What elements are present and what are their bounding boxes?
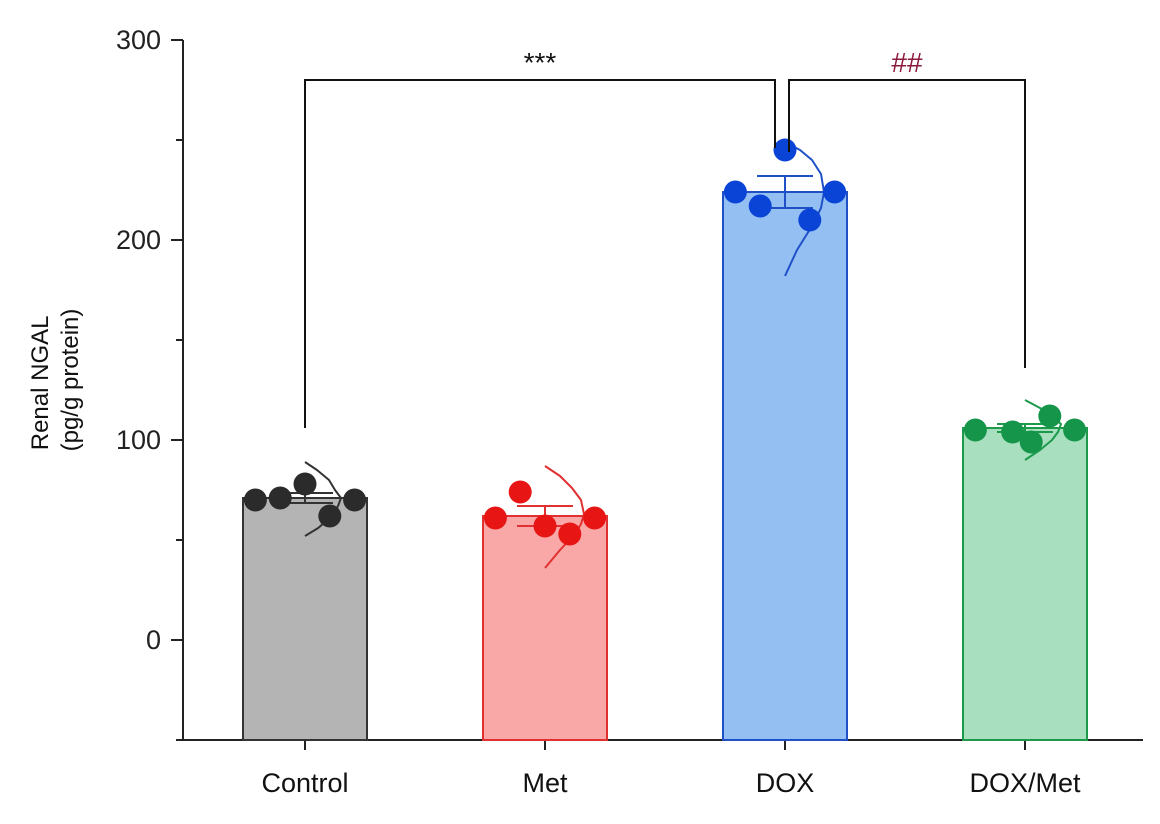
data-point (508, 480, 532, 504)
data-point (723, 180, 747, 204)
x-tick-label: Control (261, 768, 348, 798)
y-tick-label: 0 (146, 625, 161, 655)
data-point (798, 208, 822, 232)
data-point (1019, 430, 1043, 454)
data-point (748, 194, 772, 218)
axes: 0 100 200 300 Control Met DOX DOX/Met (116, 25, 1143, 798)
data-point (268, 486, 292, 510)
y-axis-label-line1: Renal NGAL (27, 316, 54, 450)
data-points (243, 138, 1087, 546)
data-point (963, 418, 987, 442)
data-point (483, 506, 507, 530)
data-point (293, 472, 317, 496)
y-axis-label-line2: (pg/g protein) (57, 309, 84, 452)
data-point (533, 514, 557, 538)
bars (242, 191, 1088, 741)
bar-dox (722, 191, 848, 741)
y-tick-label: 200 (116, 225, 161, 255)
bar-dox-met (962, 427, 1088, 741)
data-point (1001, 420, 1025, 444)
significance-brackets: *** ## (304, 47, 1026, 428)
data-point (1063, 418, 1087, 442)
significance-bracket (304, 79, 776, 428)
significance-label: ## (891, 47, 923, 78)
data-point (243, 488, 267, 512)
y-ticks: 0 100 200 300 (116, 25, 183, 741)
y-tick-label: 300 (116, 25, 161, 55)
y-axis-label: Renal NGAL (pg/g protein) (27, 309, 84, 452)
x-tick-label: Met (522, 768, 568, 798)
x-tick-label: DOX/Met (969, 768, 1081, 798)
data-point (343, 488, 367, 512)
y-tick-label: 100 (116, 425, 161, 455)
error-bars (277, 175, 1053, 527)
violins (304, 141, 1062, 569)
data-point (558, 522, 582, 546)
significance-bracket (788, 79, 1026, 368)
significance-label: *** (524, 47, 557, 78)
bar-met (482, 515, 608, 741)
x-ticks: Control Met DOX DOX/Met (261, 740, 1081, 798)
data-point (1038, 404, 1062, 428)
x-tick-label: DOX (756, 768, 815, 798)
bar-control (242, 497, 368, 741)
data-point (583, 506, 607, 530)
data-point (773, 138, 797, 162)
data-point (823, 180, 847, 204)
data-point (318, 504, 342, 528)
